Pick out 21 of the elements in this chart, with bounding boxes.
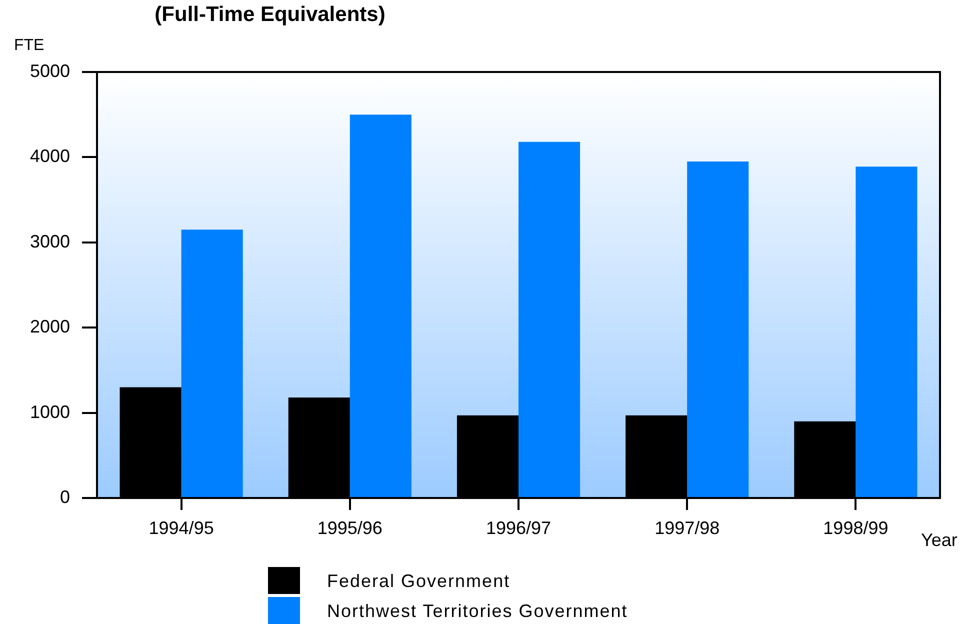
- y-tick-label: 3000: [30, 231, 70, 252]
- y-tick-label: 5000: [30, 60, 70, 81]
- x-tick-label: 1996/97: [486, 518, 552, 538]
- y-axis-title: FTE: [14, 36, 44, 56]
- y-tick-label: 4000: [30, 146, 70, 166]
- legend-label: Federal Government: [327, 570, 510, 592]
- x-tick-label: 1994/95: [148, 518, 214, 538]
- legend-label: Northwest Territories Government: [327, 600, 628, 622]
- x-tick-label: 1997/98: [654, 518, 720, 538]
- x-tick-label: 1995/96: [317, 518, 382, 538]
- x-tick-label: 1998/99: [823, 518, 888, 538]
- y-tick-label: 2000: [30, 316, 70, 337]
- x-axis-title: Year: [921, 529, 958, 551]
- bar: [350, 114, 412, 497]
- y-tick-label: 1000: [30, 402, 70, 422]
- bar: [856, 166, 918, 497]
- bar: [181, 230, 243, 497]
- chart-title: (Full-Time Equivalents): [154, 2, 386, 28]
- y-tick-label: 0: [60, 486, 70, 507]
- bar: [518, 142, 580, 497]
- bar: [687, 161, 749, 497]
